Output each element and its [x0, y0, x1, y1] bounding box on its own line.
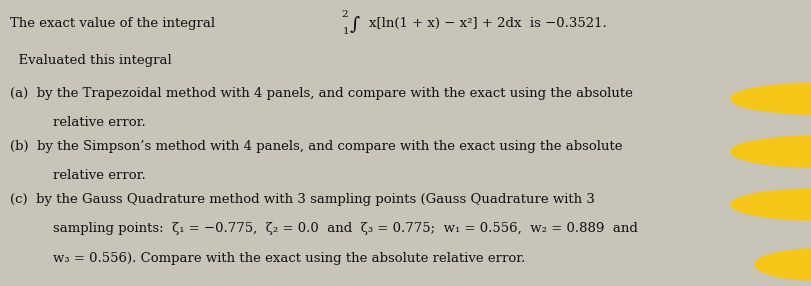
Text: relative error.: relative error.	[53, 116, 145, 129]
Text: (b)  by the Simpson’s method with 4 panels, and compare with the exact using the: (b) by the Simpson’s method with 4 panel…	[10, 140, 621, 153]
Ellipse shape	[730, 136, 811, 167]
Text: 2: 2	[341, 10, 347, 19]
Text: ∫: ∫	[349, 16, 358, 34]
Text: Evaluated this integral: Evaluated this integral	[10, 54, 171, 67]
Ellipse shape	[730, 83, 811, 114]
Text: sampling points:  ζ₁ = −0.775,  ζ₂ = 0.0  and  ζ₃ = 0.775;  w₁ = 0.556,  w₂ = 0.: sampling points: ζ₁ = −0.775, ζ₂ = 0.0 a…	[53, 222, 637, 235]
Text: The exact value of the integral: The exact value of the integral	[10, 17, 215, 30]
Text: (c)  by the Gauss Quadrature method with 3 sampling points (Gauss Quadrature wit: (c) by the Gauss Quadrature method with …	[10, 193, 594, 206]
Text: w₃ = 0.556). Compare with the exact using the absolute relative error.: w₃ = 0.556). Compare with the exact usin…	[53, 252, 525, 265]
Text: 1: 1	[342, 27, 349, 36]
Ellipse shape	[754, 249, 811, 280]
Text: relative error.: relative error.	[53, 169, 145, 182]
Ellipse shape	[730, 189, 811, 220]
Text: x[ln(1 + x) − x²] + 2dx  is −0.3521.: x[ln(1 + x) − x²] + 2dx is −0.3521.	[369, 17, 607, 30]
Text: (a)  by the Trapezoidal method with 4 panels, and compare with the exact using t: (a) by the Trapezoidal method with 4 pan…	[10, 87, 632, 100]
